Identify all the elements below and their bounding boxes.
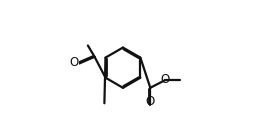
Text: O: O — [146, 95, 155, 108]
Text: O: O — [161, 73, 170, 86]
Text: O: O — [69, 56, 78, 69]
